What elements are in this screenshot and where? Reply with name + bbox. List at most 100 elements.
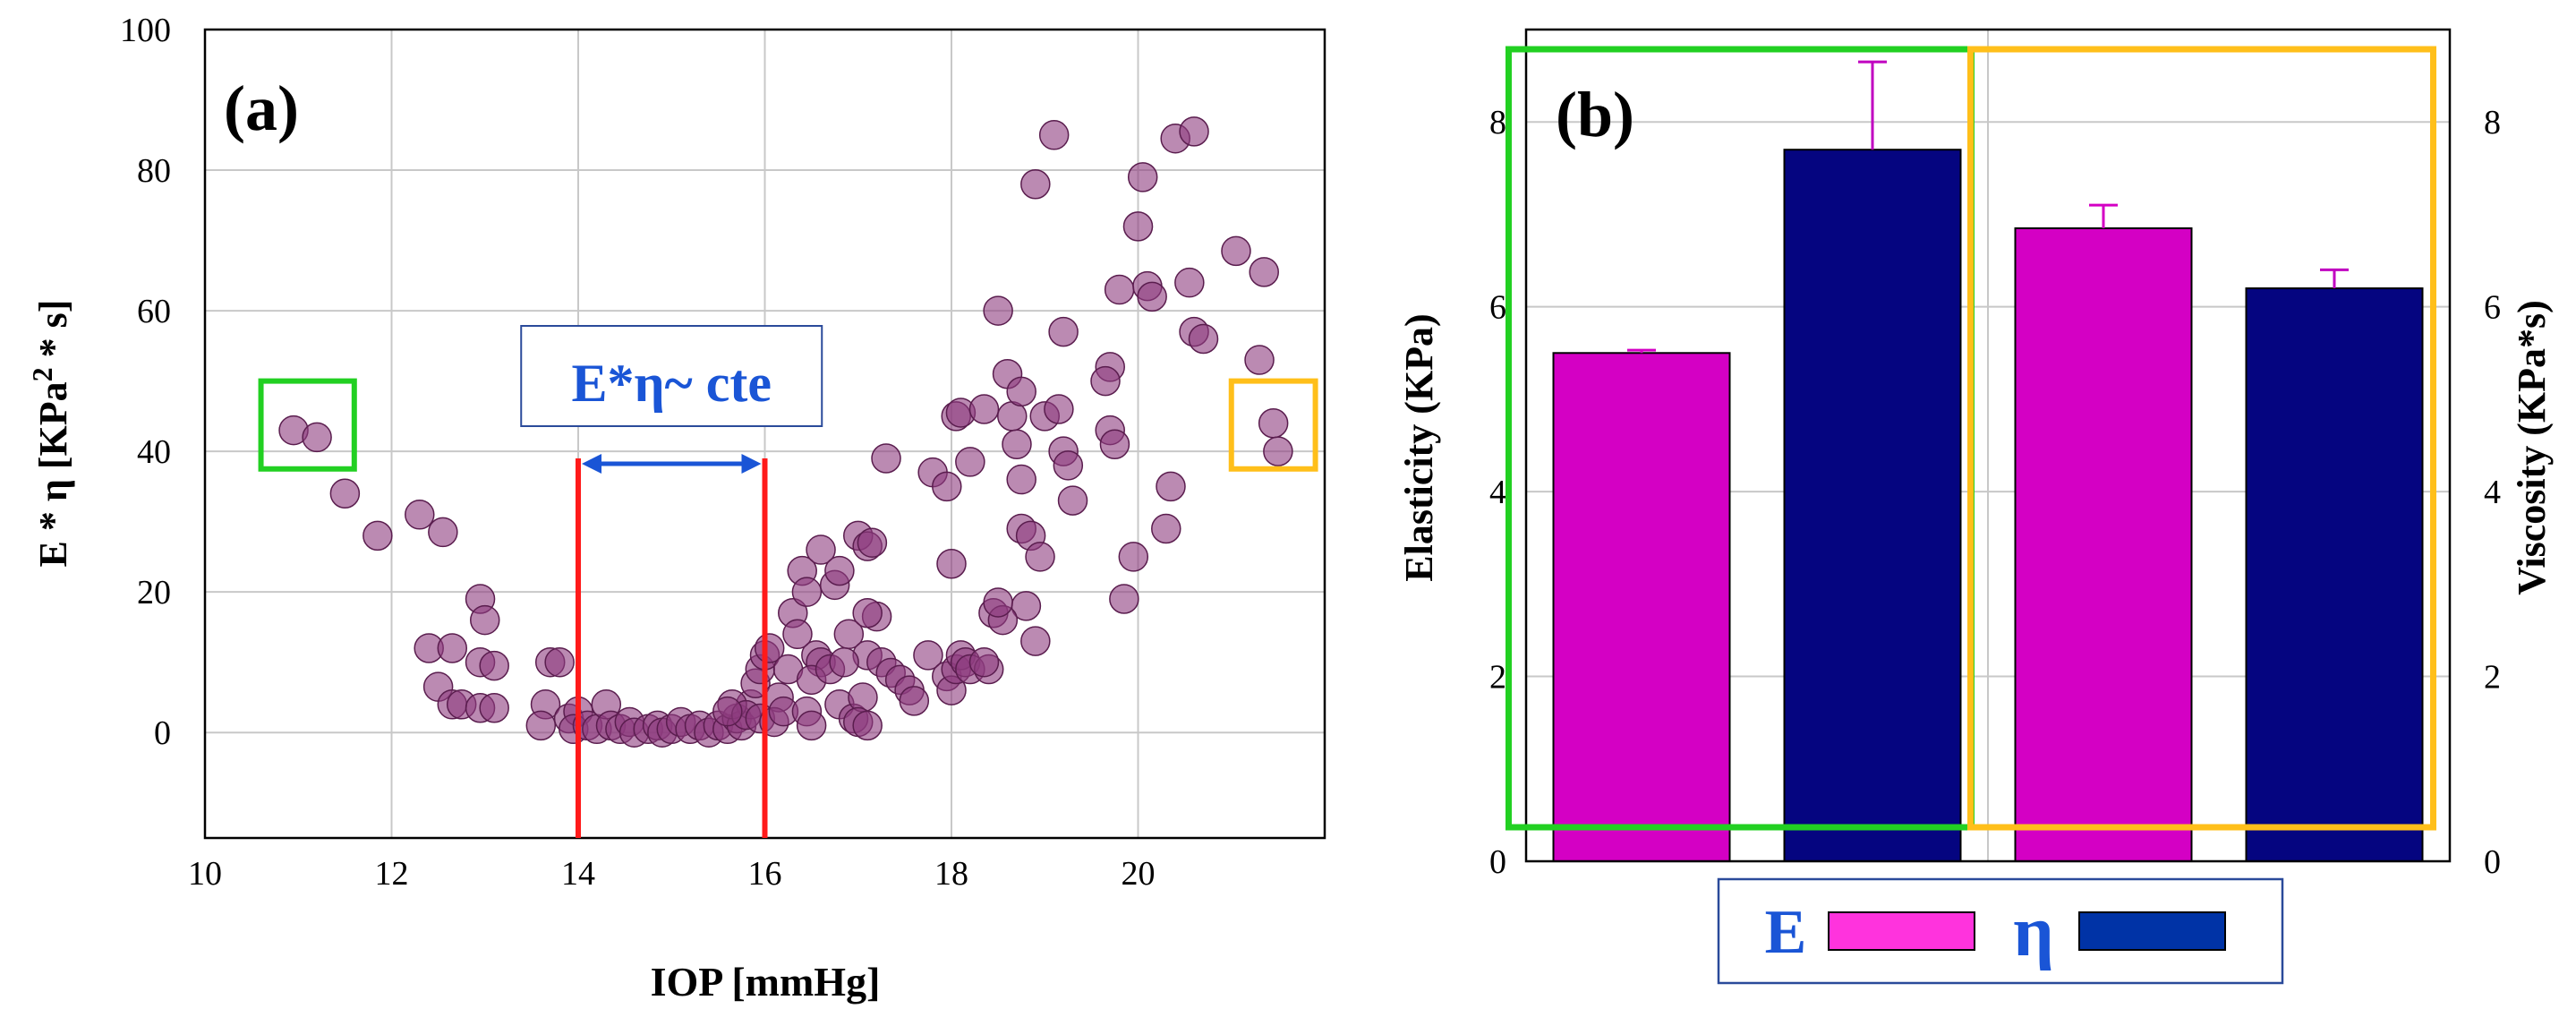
scatter-point xyxy=(1038,120,1070,150)
scatter-point xyxy=(1263,436,1293,466)
right-tick-label: 6 xyxy=(2484,289,2501,327)
scatter-point xyxy=(857,527,888,558)
scatter-point xyxy=(1122,211,1154,242)
scatter-point xyxy=(1109,584,1139,614)
scatter-point xyxy=(1179,116,1209,147)
x-tick-label: 16 xyxy=(748,855,782,893)
panel-a-x-axis-label: IOP [mmHg] xyxy=(651,959,881,1005)
left-tick-label: 2 xyxy=(1489,659,1506,697)
panel-a-y-axis-label: E * η [KPa2 * s] xyxy=(26,300,75,568)
scatter-point xyxy=(848,682,878,713)
scatter-point xyxy=(983,295,1013,326)
right-tick-label: 8 xyxy=(2484,104,2501,141)
scatter-point xyxy=(1025,542,1055,572)
bar xyxy=(2245,287,2424,862)
y-tick-label: 80 xyxy=(137,152,171,190)
panel-a-y-axis-label-sup: 2 xyxy=(26,367,58,381)
scatter-point xyxy=(1099,429,1130,460)
panel-a-label: (a) xyxy=(224,73,299,144)
scatter-point xyxy=(871,443,901,474)
panel-b-left-axis-label: Elasticity (KPa) xyxy=(1397,313,1441,581)
scatter-point xyxy=(1244,345,1275,375)
right-tick-label: 0 xyxy=(2484,843,2501,881)
scatter-point xyxy=(899,686,930,716)
scatter-point xyxy=(791,577,823,607)
annotation-box xyxy=(520,325,823,427)
panel-a-points xyxy=(278,116,1293,748)
y-tick-label: 20 xyxy=(137,574,171,611)
scatter-point xyxy=(1053,450,1084,481)
panel-b-group-boxes xyxy=(1506,46,2436,831)
scatter-point xyxy=(1057,485,1088,516)
scatter-point xyxy=(955,447,985,477)
right-tick-label: 4 xyxy=(2484,474,2501,511)
scatter-point xyxy=(1151,513,1181,544)
scatter-point xyxy=(1249,257,1279,287)
legend-label-eta: η xyxy=(2013,893,2053,971)
panel-b-right-axis-label: Viscosity (KPa*s) xyxy=(2510,300,2554,595)
bar xyxy=(2014,227,2193,862)
x-tick-label: 20 xyxy=(1122,855,1156,893)
panel-b-plot-frame xyxy=(1524,28,2452,863)
left-tick-label: 4 xyxy=(1489,474,1506,511)
range-arrow-head-right xyxy=(741,453,762,474)
scatter-point xyxy=(852,710,883,741)
scatter-point xyxy=(470,604,500,636)
scatter-point xyxy=(544,646,575,678)
x-tick-label: 10 xyxy=(188,855,222,893)
scatter-point xyxy=(1127,162,1158,192)
panel-a: 10 12 14 16 18 20 0 20 40 60 80 100 E*η~ cte (a) IO… xyxy=(26,12,1326,1005)
orange-highlight-box xyxy=(1228,378,1318,472)
scatter-point xyxy=(1258,407,1289,439)
scatter-point xyxy=(1002,429,1032,460)
scatter-point xyxy=(968,646,1000,678)
annotation-text: E*η~ cte xyxy=(571,354,772,413)
legend-swatch-e xyxy=(1828,911,1975,951)
scatter-point xyxy=(968,394,1000,424)
bar xyxy=(1783,149,1962,862)
panel-a-tick-labels: 10 12 14 16 18 20 0 20 40 60 80 100 xyxy=(120,12,1156,893)
y-tick-label: 100 xyxy=(120,12,171,49)
scatter-point xyxy=(302,422,332,453)
scatter-point xyxy=(1090,365,1121,397)
scatter-point xyxy=(1221,235,1251,267)
scatter-point xyxy=(1188,323,1219,355)
scatter-point xyxy=(525,710,557,741)
scatter-point xyxy=(1020,168,1051,200)
scatter-point xyxy=(782,619,813,650)
scatter-point xyxy=(479,650,509,681)
panel-b-bars xyxy=(1552,60,2424,862)
scatter-point xyxy=(796,710,827,741)
scatter-point xyxy=(437,633,468,663)
x-tick-label: 12 xyxy=(375,855,409,893)
y-tick-label: 60 xyxy=(137,293,171,330)
y-tick-label: 40 xyxy=(137,433,171,471)
scatter-point xyxy=(1020,626,1051,656)
scatter-point xyxy=(1118,542,1149,572)
scatter-point xyxy=(983,587,1013,618)
scatter-point xyxy=(479,692,509,723)
legend-swatch-eta xyxy=(2078,911,2226,951)
scatter-point xyxy=(1044,394,1074,424)
panel-b-label: (b) xyxy=(1556,79,1634,150)
scatter-point xyxy=(932,471,962,502)
scatter-point xyxy=(1006,376,1036,407)
panel-a-y-axis-label-main: E * η [KPa xyxy=(31,381,75,567)
scatter-point xyxy=(1104,274,1135,305)
scatter-point xyxy=(1006,464,1036,495)
panel-a-y-axis-label-tail: * s] xyxy=(31,300,75,368)
scatter-point xyxy=(712,696,743,727)
left-tick-label: 6 xyxy=(1489,289,1506,327)
range-arrow-head-left xyxy=(582,453,601,474)
panel-b: 0 2 4 6 8 0 2 4 6 8 (b) Elasticity (KPa) Viscosit… xyxy=(1397,28,2554,985)
scatter-point xyxy=(913,640,943,671)
legend-label-e: E xyxy=(1765,898,1807,967)
scatter-point xyxy=(936,549,967,579)
scatter-point xyxy=(824,555,855,586)
scatter-point xyxy=(806,534,836,565)
scatter-point xyxy=(829,646,859,678)
x-tick-label: 18 xyxy=(934,855,968,893)
panel-a-annotations: E*η~ cte xyxy=(258,325,1318,838)
scatter-point xyxy=(1174,267,1205,298)
